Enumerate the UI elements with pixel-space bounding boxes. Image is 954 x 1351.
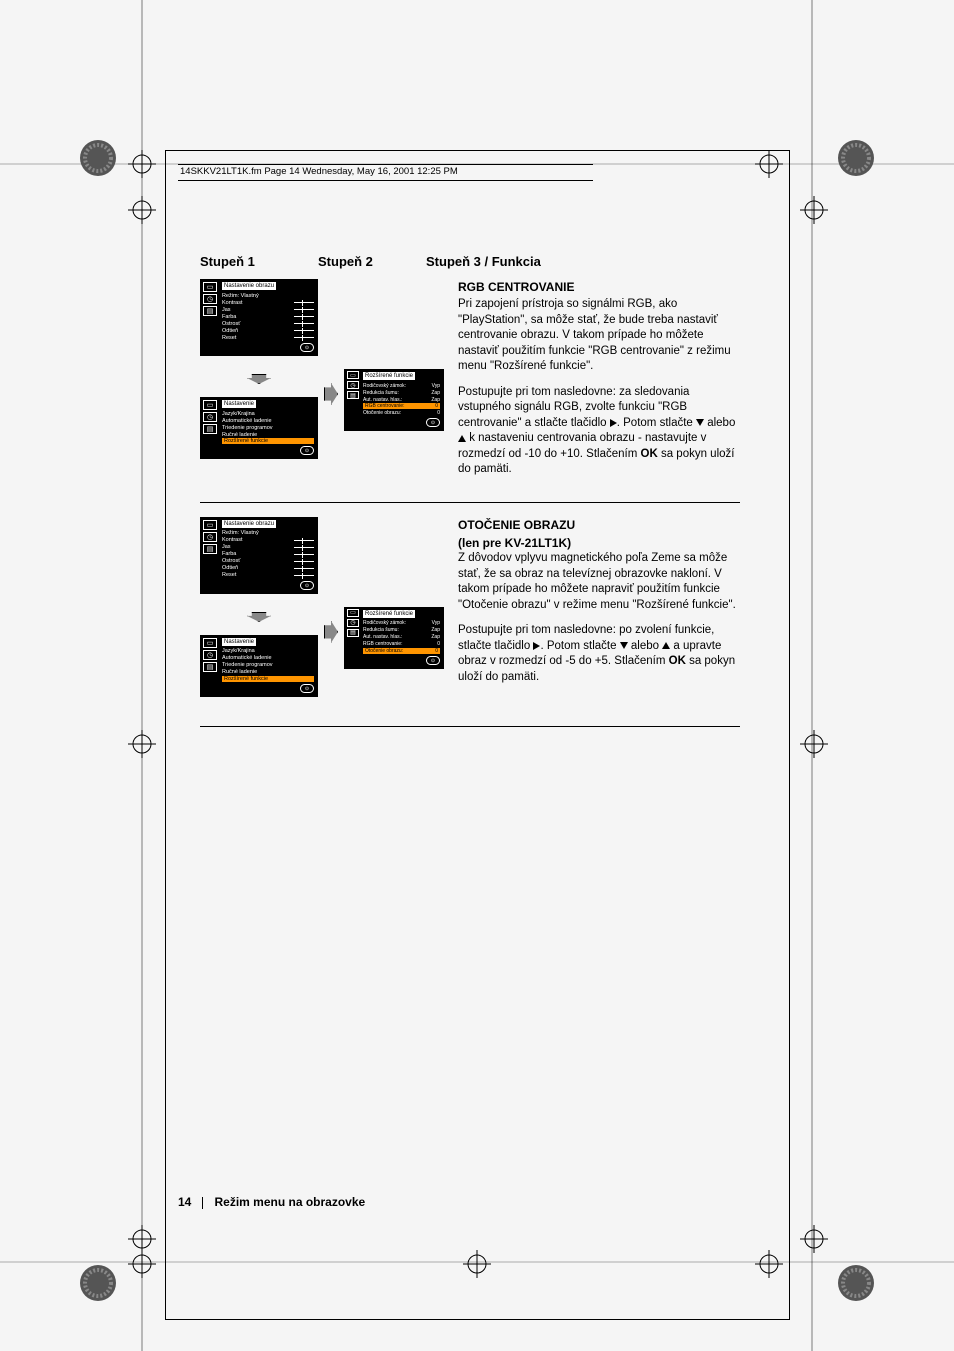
- header-rule-top: [178, 164, 593, 165]
- arrow-up-glyph: [458, 435, 466, 442]
- icon-picture: ▭: [203, 400, 217, 410]
- registration-mark: [463, 1250, 491, 1278]
- section-rgb-text: RGB CENTROVANIE Pri zapojení prístroja s…: [458, 279, 740, 488]
- registration-mark: [800, 1225, 828, 1253]
- rosette-icon: [835, 1262, 877, 1304]
- registration-mark: [128, 730, 156, 758]
- ok-icon: ⊙: [300, 446, 314, 455]
- icon-clock: ◷: [347, 619, 359, 627]
- icon-clock: ◷: [347, 381, 359, 389]
- menu-advanced-rotation: ▭ ◷ ▤ Rozšírené funkcie Rodičovský zámok…: [344, 607, 444, 669]
- menu-setup-title-2: Nastavenie: [222, 638, 256, 646]
- menu-picture-title-2: Nastavenie obrazu: [222, 520, 276, 528]
- page-content: Stupeň 1 Stupeň 2 Stupeň 3 / Funkcia ▭ ◷…: [200, 254, 740, 741]
- menu-adv-title: Rozšírené funkcie: [363, 372, 415, 380]
- icon-picture: ▭: [203, 282, 217, 292]
- icon-setup: ▤: [347, 629, 359, 637]
- section-rotation-subtitle: (len pre KV-21LT1K): [458, 535, 740, 551]
- menu-adv-title-2: Rozšírené funkcie: [363, 610, 415, 618]
- rosette-icon: [77, 137, 119, 179]
- page-info-header: 14SKKV21LT1K.fm Page 14 Wednesday, May 1…: [180, 166, 458, 177]
- menu-setup-title: Nastavenie: [222, 400, 256, 408]
- col-header-3: Stupeň 3 / Funkcia: [426, 254, 740, 269]
- icon-setup: ▤: [203, 424, 217, 434]
- ok-icon: ⊙: [426, 418, 440, 427]
- icon-picture: ▭: [203, 520, 217, 530]
- footer-separator: [202, 1197, 203, 1209]
- header-rule-bottom: [178, 180, 593, 181]
- menu-picture-settings: ▭ ◷ ▤ Nastavenie obrazu Režim: Vlastný K…: [200, 279, 318, 356]
- icon-clock: ◷: [203, 650, 217, 660]
- icon-setup: ▤: [203, 662, 217, 672]
- ok-icon: ⊙: [300, 581, 314, 590]
- icon-clock: ◷: [203, 532, 217, 542]
- registration-mark: [128, 1225, 156, 1253]
- content-row-rgb: ▭ ◷ ▤ Nastavenie obrazu Režim: Vlastný K…: [200, 279, 740, 488]
- ok-icon: ⊙: [426, 656, 440, 665]
- arrow-right-glyph: [610, 419, 617, 427]
- ok-icon: ⊙: [300, 343, 314, 352]
- arrow-right-icon: [324, 383, 338, 405]
- registration-mark: [800, 196, 828, 224]
- icon-picture: ▭: [347, 371, 359, 379]
- content-row-rotation: ▭ ◷ ▤ Nastavenie obrazu Režim: Vlastný K…: [200, 517, 740, 712]
- section-rotation-p2: Postupujte pri tom nasledovne: po zvolen…: [458, 623, 740, 685]
- rosette-icon: [77, 1262, 119, 1304]
- registration-mark: [800, 730, 828, 758]
- page-number: 14: [178, 1195, 191, 1209]
- section-rgb-p1: Pri zapojení prístroja so signálmi RGB, …: [458, 297, 740, 375]
- section-rgb-p2: Postupujte pri tom nasledovne: za sledov…: [458, 385, 740, 478]
- arrow-down-glyph: [620, 642, 628, 649]
- registration-mark: [128, 150, 156, 178]
- menu-advanced-rgb: ▭ ◷ ▤ Rozšírené funkcie Rodičovský zámok…: [344, 369, 444, 431]
- icon-picture: ▭: [347, 609, 359, 617]
- registration-mark: [755, 150, 783, 178]
- icon-clock: ◷: [203, 294, 217, 304]
- section-rotation-text: OTOČENIE OBRAZU (len pre KV-21LT1K) Z dô…: [458, 517, 740, 712]
- page-footer: 14 Režim menu na obrazovke: [178, 1195, 365, 1209]
- registration-mark: [755, 1250, 783, 1278]
- arrow-down-icon: [200, 371, 318, 389]
- section-rotation-title: OTOČENIE OBRAZU: [458, 517, 740, 533]
- section-rgb-title: RGB CENTROVANIE: [458, 279, 740, 295]
- divider: [200, 502, 740, 503]
- ok-icon: ⊙: [300, 684, 314, 693]
- menu-picture-settings-2: ▭ ◷ ▤ Nastavenie obrazu Režim: Vlastný K…: [200, 517, 318, 594]
- icon-setup: ▤: [347, 391, 359, 399]
- arrow-down-glyph: [696, 419, 704, 426]
- footer-title: Režim menu na obrazovke: [214, 1195, 365, 1209]
- col-header-1: Stupeň 1: [200, 254, 318, 269]
- icon-picture: ▭: [203, 638, 217, 648]
- menu-picture-title: Nastavenie obrazu: [222, 282, 276, 290]
- arrow-right-icon: [324, 621, 338, 643]
- registration-mark: [128, 196, 156, 224]
- arrow-down-icon: [200, 609, 318, 627]
- divider: [200, 726, 740, 727]
- rosette-icon: [835, 137, 877, 179]
- icon-setup: ▤: [203, 544, 217, 554]
- menu-setup-2: ▭ ◷ ▤ Nastavenie Jazyk/Krajina Automatic…: [200, 635, 318, 697]
- registration-mark: [128, 1250, 156, 1278]
- col-header-2: Stupeň 2: [318, 254, 426, 269]
- menu-setup: ▭ ◷ ▤ Nastavenie Jazyk/Krajina Automatic…: [200, 397, 318, 459]
- section-rotation-p1: Z dôvodov vplyvu magnetického poľa Zeme …: [458, 551, 740, 613]
- icon-setup: ▤: [203, 306, 217, 316]
- column-headers: Stupeň 1 Stupeň 2 Stupeň 3 / Funkcia: [200, 254, 740, 269]
- icon-clock: ◷: [203, 412, 217, 422]
